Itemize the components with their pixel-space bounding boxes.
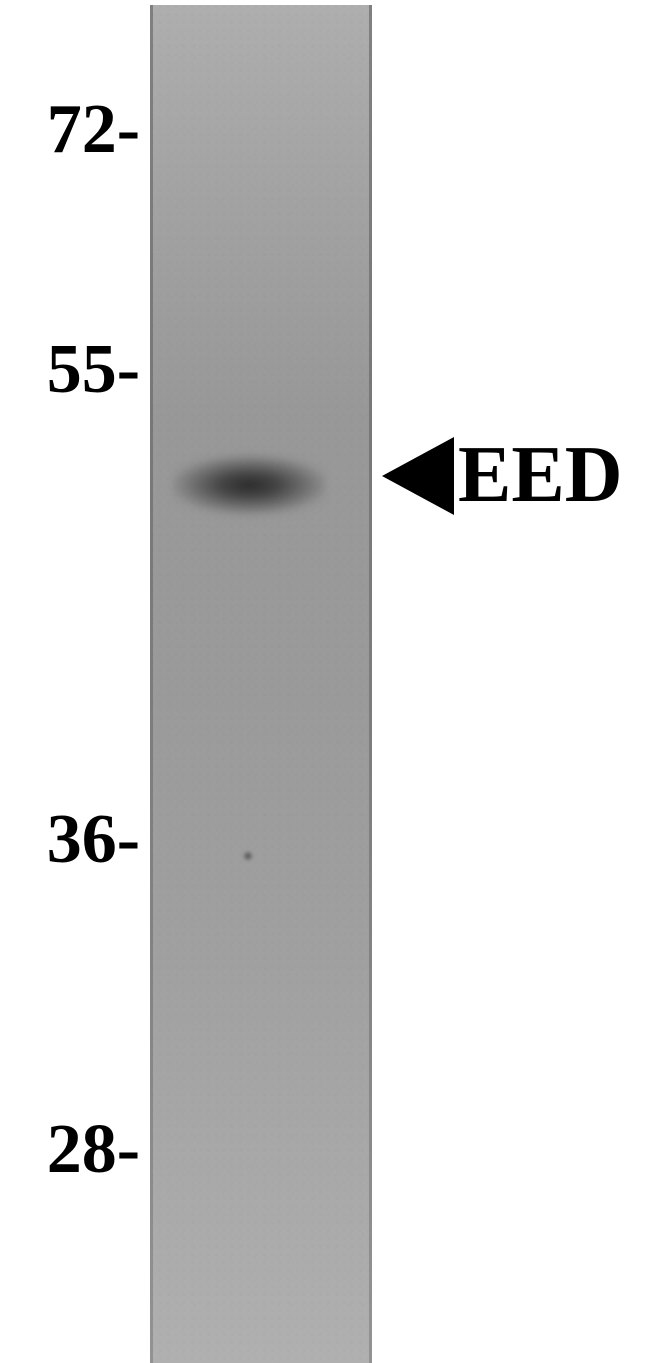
mw-marker-36: 36- — [47, 800, 140, 880]
lane-edge-left — [150, 5, 153, 1363]
artifact-speck — [242, 850, 254, 862]
marker-label-text: 72- — [47, 91, 140, 168]
mw-marker-55: 55- — [47, 330, 140, 410]
band-label-text: EED — [458, 430, 623, 521]
marker-label-text: 36- — [47, 801, 140, 878]
mw-marker-72: 72- — [47, 90, 140, 170]
arrow-left-icon — [382, 437, 454, 515]
band-label-eed: EED — [382, 430, 623, 521]
mw-marker-28: 28- — [47, 1110, 140, 1190]
western-blot-figure: 72- 55- 36- 28- EED — [0, 0, 650, 1363]
marker-label-text: 55- — [47, 331, 140, 408]
lane-noise — [150, 5, 372, 1363]
lane-edge-right — [369, 5, 372, 1363]
protein-band-eed — [172, 445, 327, 525]
blot-lane — [150, 5, 372, 1363]
marker-label-text: 28- — [47, 1111, 140, 1188]
